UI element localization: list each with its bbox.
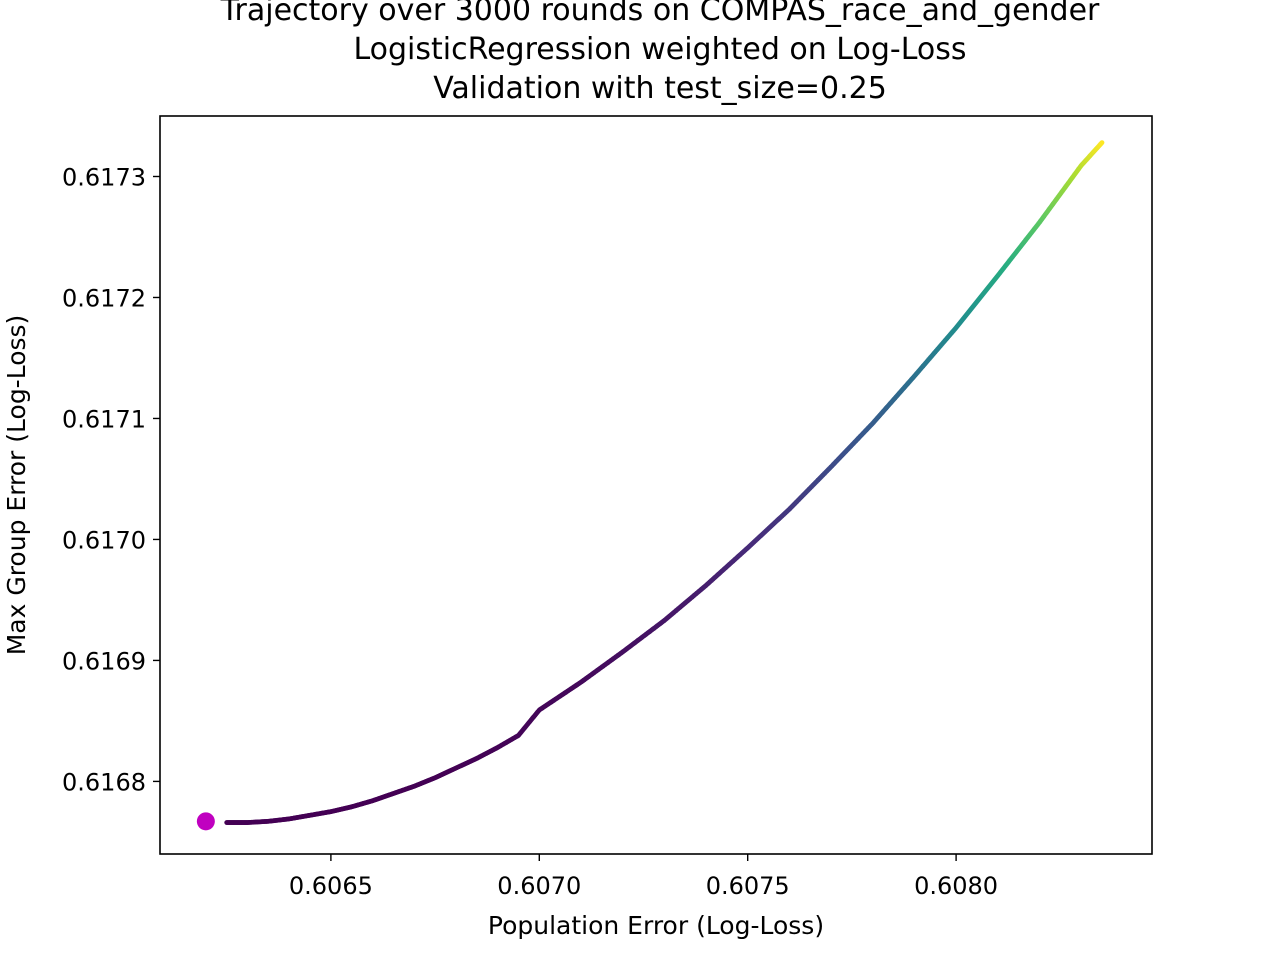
plot-area-frame xyxy=(159,115,1153,855)
x-tick-label: 0.6070 xyxy=(497,872,581,900)
y-tick-label: 0.6172 xyxy=(62,284,146,312)
data-points xyxy=(196,140,1105,831)
data-point xyxy=(1099,140,1105,146)
chart-title-line-3: Validation with test_size=0.25 xyxy=(433,71,887,106)
x-axis-label: Population Error (Log-Loss) xyxy=(488,911,824,940)
y-tick-label: 0.6170 xyxy=(62,526,146,554)
x-tick-label: 0.6065 xyxy=(289,872,373,900)
start-marker xyxy=(196,812,215,831)
x-tick-label: 0.6080 xyxy=(914,872,998,900)
y-axis-label: Max Group Error (Log-Loss) xyxy=(2,315,31,656)
chart-title-line-1: Trajectory over 3000 rounds on COMPAS_ra… xyxy=(220,0,1100,28)
x-tick-label: 0.6075 xyxy=(706,872,790,900)
y-tick-label: 0.6171 xyxy=(62,405,146,433)
y-tick-label: 0.6169 xyxy=(62,647,146,675)
y-tick-label: 0.6168 xyxy=(62,768,146,796)
y-tick-label: 0.6173 xyxy=(62,163,146,191)
chart-title-line-2: LogisticRegression weighted on Log-Loss xyxy=(353,32,966,67)
axis-ticks: 0.6065 0.6070 0.6075 0.6080 0.6168 0.6169 0.61… xyxy=(62,163,998,900)
